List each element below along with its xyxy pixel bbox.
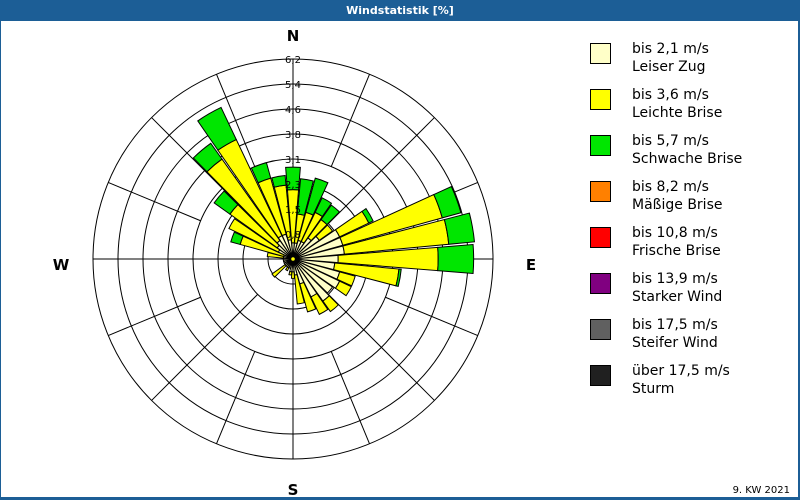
legend-range: bis 3,6 m/s	[632, 87, 709, 103]
legend-range: bis 10,8 m/s	[632, 225, 718, 241]
petal-segment	[293, 273, 305, 305]
petal-segment	[288, 270, 293, 276]
legend-name: Steifer Wind	[632, 335, 718, 351]
legend-name: Leiser Zug	[632, 59, 706, 75]
legend-name: Frische Brise	[632, 243, 721, 259]
petal-segment	[299, 281, 317, 313]
petal-segment	[395, 268, 402, 288]
petal-segment	[310, 292, 329, 316]
legend-swatch	[590, 319, 611, 340]
petal-segment	[284, 266, 290, 272]
legend-swatch	[590, 181, 611, 202]
ring-label: 4,6	[285, 105, 301, 116]
petal-segment	[192, 142, 223, 173]
petal-segment	[228, 218, 281, 253]
petal-segment	[443, 212, 475, 245]
petal-segment	[361, 207, 374, 224]
petal-segment	[315, 224, 334, 242]
legend-swatch	[590, 273, 611, 294]
legend-item: bis 13,9 m/s Starker Wind	[590, 270, 795, 316]
legend-item: bis 17,5 m/s Steifer Wind	[590, 316, 795, 362]
legend-name: Sturm	[632, 381, 675, 397]
legend-swatch	[590, 365, 611, 386]
legend-item: bis 3,6 m/s Leichte Brise	[590, 86, 795, 132]
ring-label: 2,3	[285, 180, 301, 191]
legend-range: über 17,5 m/s	[632, 363, 730, 379]
petal-segment	[433, 185, 462, 219]
legend-label: bis 3,6 m/s Leichte Brise	[632, 86, 722, 122]
legend-swatch	[590, 89, 611, 110]
legend-label: bis 2,1 m/s Leiser Zug	[632, 40, 709, 76]
ring-labels: 0,8 1,5 2,3 3,1 3,8 4,6 5,4 6,2	[285, 55, 301, 241]
legend-name: Mäßige Brise	[632, 197, 723, 213]
ring-label: 3,8	[285, 130, 301, 141]
legend-name: Leichte Brise	[632, 105, 723, 121]
legend-item: bis 5,7 m/s Schwache Brise	[590, 132, 795, 178]
petal-segment	[320, 204, 341, 226]
legend-item: über 17,5 m/s Sturm	[590, 362, 795, 408]
compass-w-label: W	[53, 256, 70, 274]
legend-label: bis 10,8 m/s Frische Brise	[632, 224, 721, 260]
petal-segment	[292, 258, 334, 294]
legend-range: bis 8,2 m/s	[632, 179, 709, 195]
legend-label: bis 8,2 m/s Mäßige Brise	[632, 178, 722, 214]
petal-segment	[290, 271, 296, 279]
petal-segment	[271, 263, 287, 278]
compass-e-label: E	[526, 256, 536, 274]
legend-range: bis 2,1 m/s	[632, 41, 709, 57]
petal-segment	[322, 295, 340, 313]
petal-segment	[296, 178, 314, 216]
legend-label: bis 13,9 m/s Starker Wind	[632, 270, 722, 306]
legend-swatch	[590, 43, 611, 64]
ring-label: 1,5	[285, 205, 301, 216]
petal-segment	[271, 174, 287, 188]
legend-range: bis 17,5 m/s	[632, 317, 718, 333]
legend-item: bis 8,2 m/s Mäßige Brise	[590, 178, 795, 224]
chart-title: Windstatistik [%]	[346, 4, 454, 17]
petal-segment	[437, 243, 475, 275]
legend-label: bis 5,7 m/s Schwache Brise	[632, 132, 742, 168]
petal-segment	[230, 231, 244, 246]
legend-range: bis 5,7 m/s	[632, 133, 709, 149]
wind-petals	[192, 106, 475, 316]
petal-segment	[250, 161, 272, 184]
legend-label: über 17,5 m/s Sturm	[632, 362, 730, 398]
legend-swatch	[590, 135, 611, 156]
ring-label: 5,4	[285, 80, 301, 91]
petal-segment	[336, 271, 356, 287]
center-dot-inner	[291, 257, 295, 261]
legend-name: Schwache Brise	[632, 151, 743, 167]
legend-item: bis 10,8 m/s Frische Brise	[590, 224, 795, 270]
ring-label: 0,8	[285, 230, 301, 241]
legend: bis 2,1 m/s Leiser Zug bis 3,6 m/s Leichte …	[590, 40, 795, 408]
petal-segment	[334, 280, 352, 297]
week-label: 9. KW 2021	[732, 485, 790, 496]
ring-label: 6,2	[285, 55, 301, 66]
ring-label: 3,1	[285, 155, 301, 166]
petal-segment	[197, 106, 237, 151]
legend-name: Starker Wind	[632, 289, 723, 305]
petal-segment	[314, 197, 333, 218]
legend-label: bis 17,5 m/s Steifer Wind	[632, 316, 718, 352]
legend-swatch	[590, 227, 611, 248]
compass-n-label: N	[287, 27, 300, 45]
petal-segment	[305, 177, 329, 216]
petal-segment	[285, 166, 301, 191]
petal-segment	[213, 190, 239, 215]
legend-item: bis 2,1 m/s Leiser Zug	[590, 40, 795, 86]
legend-range: bis 13,9 m/s	[632, 271, 718, 287]
compass-s-label: S	[288, 481, 299, 499]
